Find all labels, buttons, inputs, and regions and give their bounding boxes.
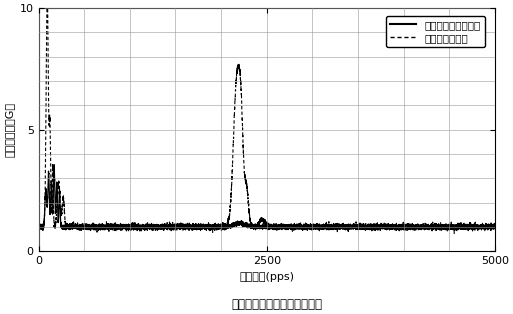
Legend: ：新方式定子齿结构, 传统定子齿结构: ：新方式定子齿结构, 传统定子齿结构 <box>386 16 485 47</box>
Text: 振动特性比较（细分驱动时）: 振动特性比较（细分驱动时） <box>231 298 323 311</box>
Y-axis label: 振动加速度（G）: 振动加速度（G） <box>4 102 14 157</box>
X-axis label: 驱动频率(pps): 驱动频率(pps) <box>239 272 294 282</box>
